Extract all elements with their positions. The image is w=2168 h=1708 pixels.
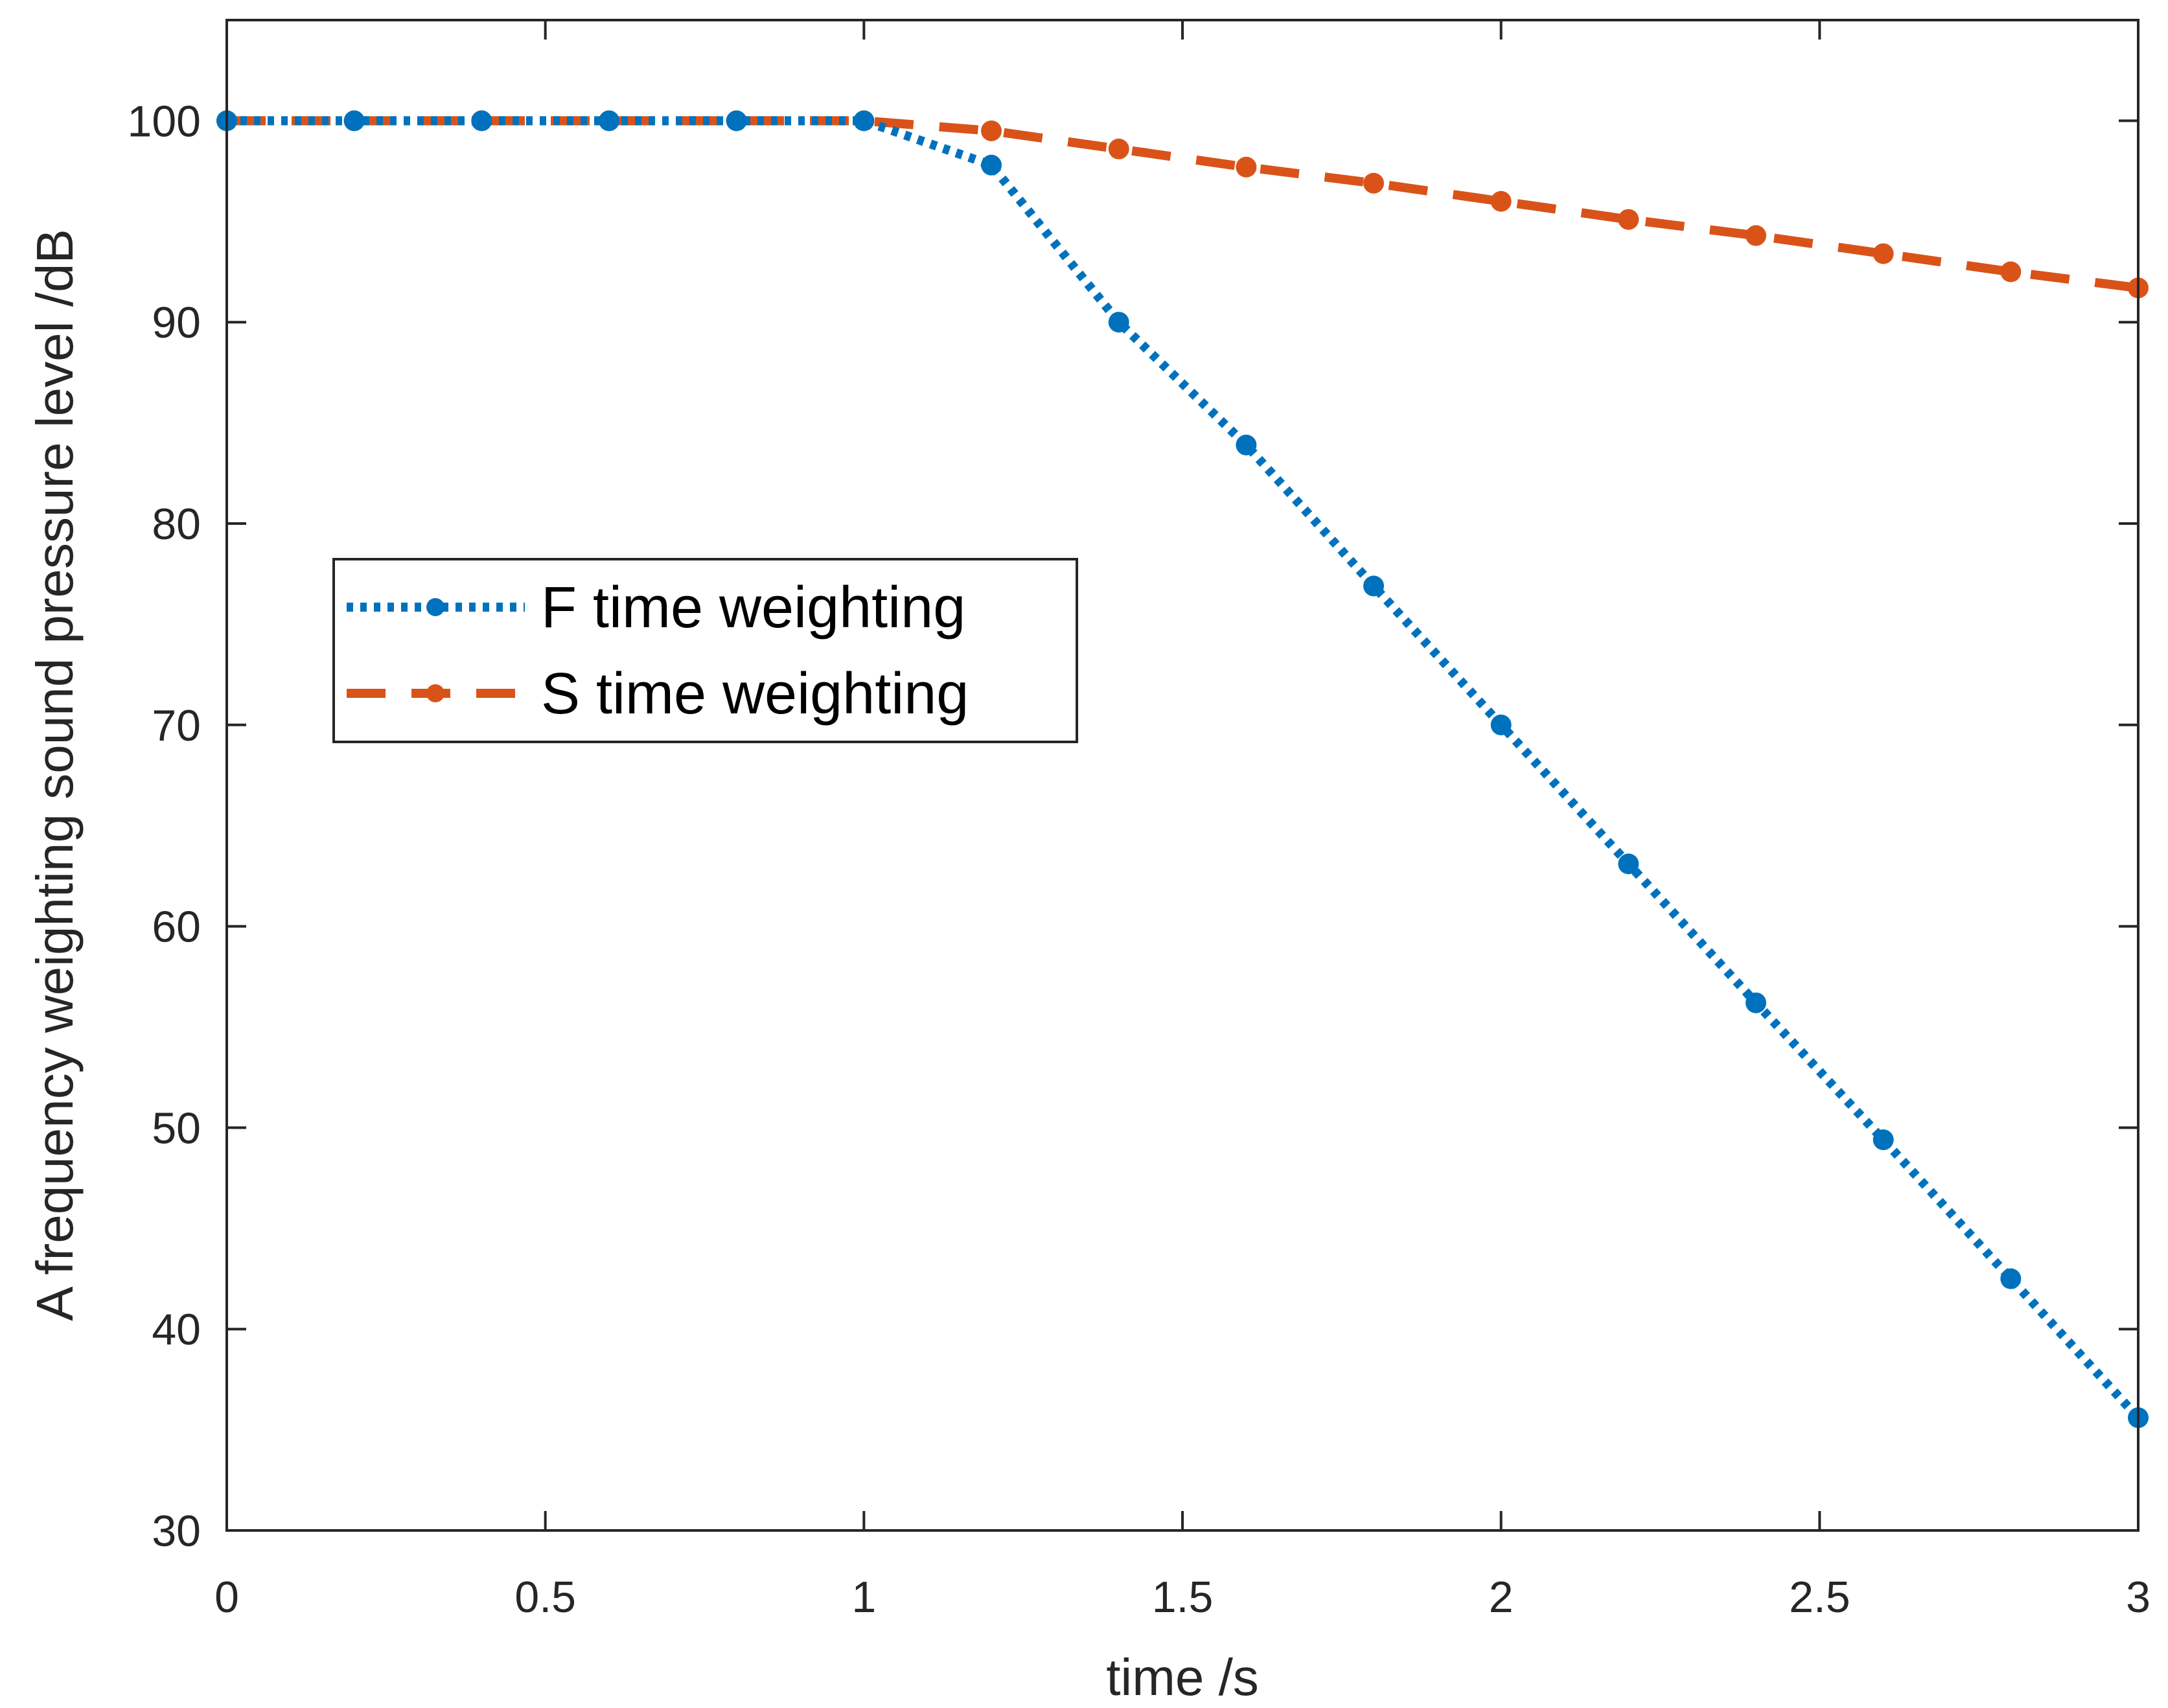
legend-label-f: F time weighting: [541, 575, 965, 640]
plot-area: [227, 20, 2138, 1530]
data-point: [343, 110, 365, 132]
data-point: [981, 154, 1002, 176]
plot-frame: [225, 19, 2139, 1532]
series-f-time-weighting: [216, 110, 2149, 1428]
data-point: [1490, 190, 1512, 212]
x-tick-label: 2.5: [1789, 1573, 1851, 1622]
data-point: [2000, 261, 2022, 283]
data-point: [1108, 138, 1129, 159]
data-point: [1363, 575, 1384, 597]
y-tick-label: 100: [128, 97, 201, 146]
x-tick-label: 1: [851, 1573, 876, 1622]
data-point: [1490, 714, 1512, 735]
data-point: [1873, 1129, 1894, 1151]
x-tick-label: 3: [2126, 1573, 2151, 1622]
x-tick-label: 0: [214, 1573, 239, 1622]
y-tick-label: 80: [152, 500, 201, 549]
data-point: [599, 110, 619, 132]
data-point: [726, 110, 747, 132]
data-point: [1236, 434, 1257, 456]
y-tick-label: 50: [152, 1103, 201, 1153]
data-point: [981, 120, 1002, 141]
y-tick-label: 30: [152, 1506, 201, 1556]
data-point: [1363, 172, 1384, 194]
x-tick-label: 0.5: [514, 1573, 576, 1622]
legend-label-s: S time weighting: [541, 662, 969, 726]
y-tick-label: 70: [152, 701, 201, 750]
data-point: [2000, 1268, 2022, 1289]
y-axis-label: A frequency weighting sound pressure lev…: [26, 229, 84, 1321]
x-axis-label: time /s: [1106, 1648, 1259, 1706]
data-point: [1873, 243, 1894, 264]
legend-marker-f: [426, 598, 444, 616]
data-point: [853, 110, 875, 132]
ticks-layer: [225, 20, 2139, 1532]
legend-box: [332, 558, 1078, 743]
y-tick-label: 40: [152, 1305, 201, 1354]
x-tick-label: 1.5: [1152, 1573, 1214, 1622]
data-point: [1236, 156, 1257, 178]
tick-labels-layer: 0 0.5 1 1.5 2 2.5 3 30 40 50 60 70 80 90 100: [128, 97, 2151, 1622]
data-point: [1618, 853, 1639, 875]
x-tick-label: 2: [1489, 1573, 1514, 1622]
data-point: [1746, 225, 1766, 246]
data-point: [1746, 992, 1766, 1013]
legend: F time weighting S time weighting: [332, 558, 1078, 743]
data-point: [1618, 209, 1639, 230]
y-tick-label: 60: [152, 903, 201, 952]
legend-marker-s: [426, 684, 444, 702]
series-line: [227, 116, 2142, 1421]
series-layer: [216, 110, 2149, 1428]
y-tick-label: 90: [152, 298, 201, 347]
data-point: [1108, 312, 1129, 333]
data-point: [471, 110, 492, 132]
